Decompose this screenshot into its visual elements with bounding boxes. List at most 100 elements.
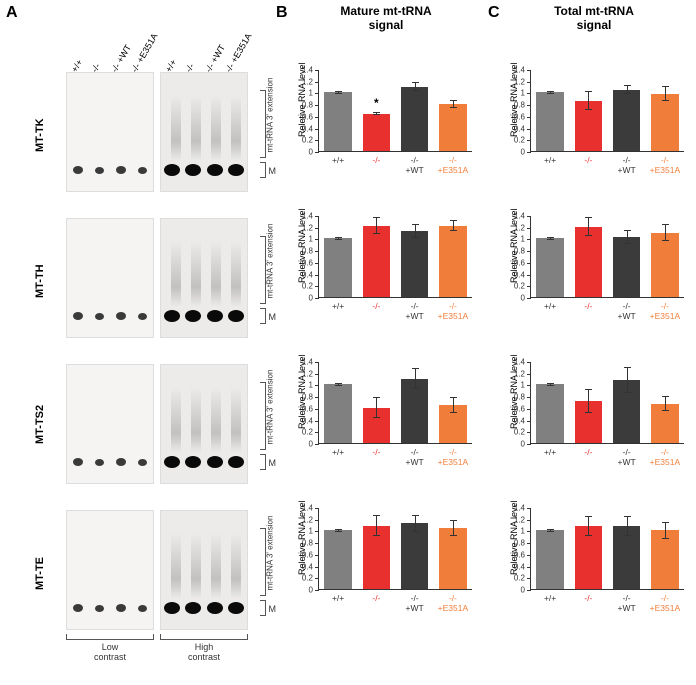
row-label: MT-TH bbox=[34, 258, 46, 298]
x-label: -/- bbox=[357, 593, 395, 603]
bar bbox=[651, 404, 679, 443]
bar bbox=[575, 526, 603, 589]
bar-chart: Reletive RNA level00.20.40.60.811.21.4+/… bbox=[280, 208, 480, 328]
row-label: MT-TK bbox=[34, 112, 46, 152]
bar bbox=[363, 226, 391, 297]
bar bbox=[324, 384, 352, 443]
bar bbox=[439, 226, 467, 297]
bar bbox=[575, 401, 603, 443]
x-label-sub: +WT bbox=[608, 603, 646, 613]
blot-pair: mt-tRNA 3' extensionM bbox=[66, 218, 256, 338]
x-label: +/+ bbox=[319, 155, 357, 165]
bar bbox=[613, 380, 641, 443]
x-label-sub: +WT bbox=[608, 165, 646, 175]
bar bbox=[651, 233, 679, 297]
x-label-sub: +WT bbox=[396, 311, 434, 321]
bar-chart: Reletive RNA level00.20.40.60.811.21.4+/… bbox=[280, 62, 480, 182]
x-label: -/- bbox=[357, 301, 395, 311]
x-label: -/- bbox=[608, 301, 646, 311]
bar bbox=[324, 92, 352, 151]
x-label: -/- bbox=[396, 593, 434, 603]
bar bbox=[651, 530, 679, 589]
panel-label-a: A bbox=[6, 4, 18, 22]
bar-chart: Reletive RNA level00.20.40.60.811.21.4+/… bbox=[492, 62, 692, 182]
x-label-sub: +WT bbox=[396, 603, 434, 613]
bracket-label: mt-tRNA 3' extension bbox=[266, 219, 275, 299]
mature-label: M bbox=[269, 458, 277, 468]
x-label-sub: +E351A bbox=[646, 457, 684, 467]
bar bbox=[363, 408, 391, 443]
x-label: +/+ bbox=[531, 301, 569, 311]
bar bbox=[575, 101, 603, 151]
bar bbox=[613, 526, 641, 589]
bar bbox=[575, 227, 603, 297]
x-label: +/+ bbox=[319, 301, 357, 311]
bar-chart: Reletive RNA level00.20.40.60.811.21.4+/… bbox=[492, 354, 692, 474]
bar bbox=[401, 523, 429, 589]
x-label: -/- bbox=[396, 447, 434, 457]
lane-header: -/- +E351A bbox=[129, 32, 159, 74]
bar bbox=[536, 384, 564, 443]
x-label: +/+ bbox=[531, 593, 569, 603]
bar bbox=[613, 237, 641, 297]
bar-chart: Reletive RNA level00.20.40.60.811.21.4+/… bbox=[492, 500, 692, 620]
low-contrast-blot bbox=[66, 364, 154, 484]
x-label: -/- bbox=[357, 155, 395, 165]
bar bbox=[613, 90, 641, 152]
bar bbox=[401, 87, 429, 151]
bracket-label: mt-tRNA 3' extension bbox=[266, 511, 275, 591]
x-label: -/- bbox=[396, 155, 434, 165]
lane-header: -/- +E351A bbox=[223, 32, 253, 74]
bar bbox=[536, 238, 564, 297]
low-contrast-blot bbox=[66, 510, 154, 630]
high-contrast-blot bbox=[160, 218, 248, 338]
x-label: -/- bbox=[646, 593, 684, 603]
bar bbox=[324, 238, 352, 297]
col-title-b: Mature mt-tRNA signal bbox=[286, 4, 486, 32]
x-label-sub: +E351A bbox=[434, 311, 472, 321]
x-label-sub: +WT bbox=[396, 457, 434, 467]
high-contrast-blot bbox=[160, 364, 248, 484]
bar bbox=[439, 405, 467, 443]
bar-chart: Reletive RNA level00.20.40.60.811.21.4+/… bbox=[492, 208, 692, 328]
bar bbox=[324, 530, 352, 589]
low-contrast-blot bbox=[66, 72, 154, 192]
bar bbox=[363, 526, 391, 589]
bar bbox=[439, 104, 467, 151]
bar bbox=[651, 94, 679, 151]
high-contrast-blot bbox=[160, 72, 248, 192]
x-label: -/- bbox=[646, 155, 684, 165]
mature-label: M bbox=[269, 312, 277, 322]
blot-pair: mt-tRNA 3' extensionM bbox=[66, 72, 256, 192]
x-label: -/- bbox=[646, 447, 684, 457]
x-label-sub: +E351A bbox=[434, 457, 472, 467]
x-label: -/- bbox=[569, 155, 607, 165]
x-label: -/- bbox=[608, 155, 646, 165]
high-contrast-blot bbox=[160, 510, 248, 630]
x-label-sub: +E351A bbox=[646, 165, 684, 175]
x-label: -/- bbox=[569, 593, 607, 603]
x-label-sub: +E351A bbox=[434, 603, 472, 613]
bracket-label: mt-tRNA 3' extension bbox=[266, 73, 275, 153]
x-label-sub: +E351A bbox=[646, 311, 684, 321]
x-label: +/+ bbox=[531, 155, 569, 165]
significance-star: * bbox=[374, 96, 379, 110]
low-contrast-blot bbox=[66, 218, 154, 338]
x-label: +/+ bbox=[531, 447, 569, 457]
x-label-sub: +E351A bbox=[434, 165, 472, 175]
col-title-c: Total mt-tRNA signal bbox=[494, 4, 694, 32]
x-label-sub: +WT bbox=[396, 165, 434, 175]
bracket-label: mt-tRNA 3' extension bbox=[266, 365, 275, 445]
x-label: -/- bbox=[608, 593, 646, 603]
x-label: +/+ bbox=[319, 593, 357, 603]
mature-label: M bbox=[269, 166, 277, 176]
x-label: -/- bbox=[608, 447, 646, 457]
x-label: -/- bbox=[434, 155, 472, 165]
bar bbox=[363, 114, 391, 151]
x-label-sub: +WT bbox=[608, 457, 646, 467]
x-label: -/- bbox=[646, 301, 684, 311]
x-label: -/- bbox=[434, 301, 472, 311]
x-label: -/- bbox=[357, 447, 395, 457]
bar-chart: Reletive RNA level00.20.40.60.811.21.4+/… bbox=[280, 354, 480, 474]
x-label: +/+ bbox=[319, 447, 357, 457]
